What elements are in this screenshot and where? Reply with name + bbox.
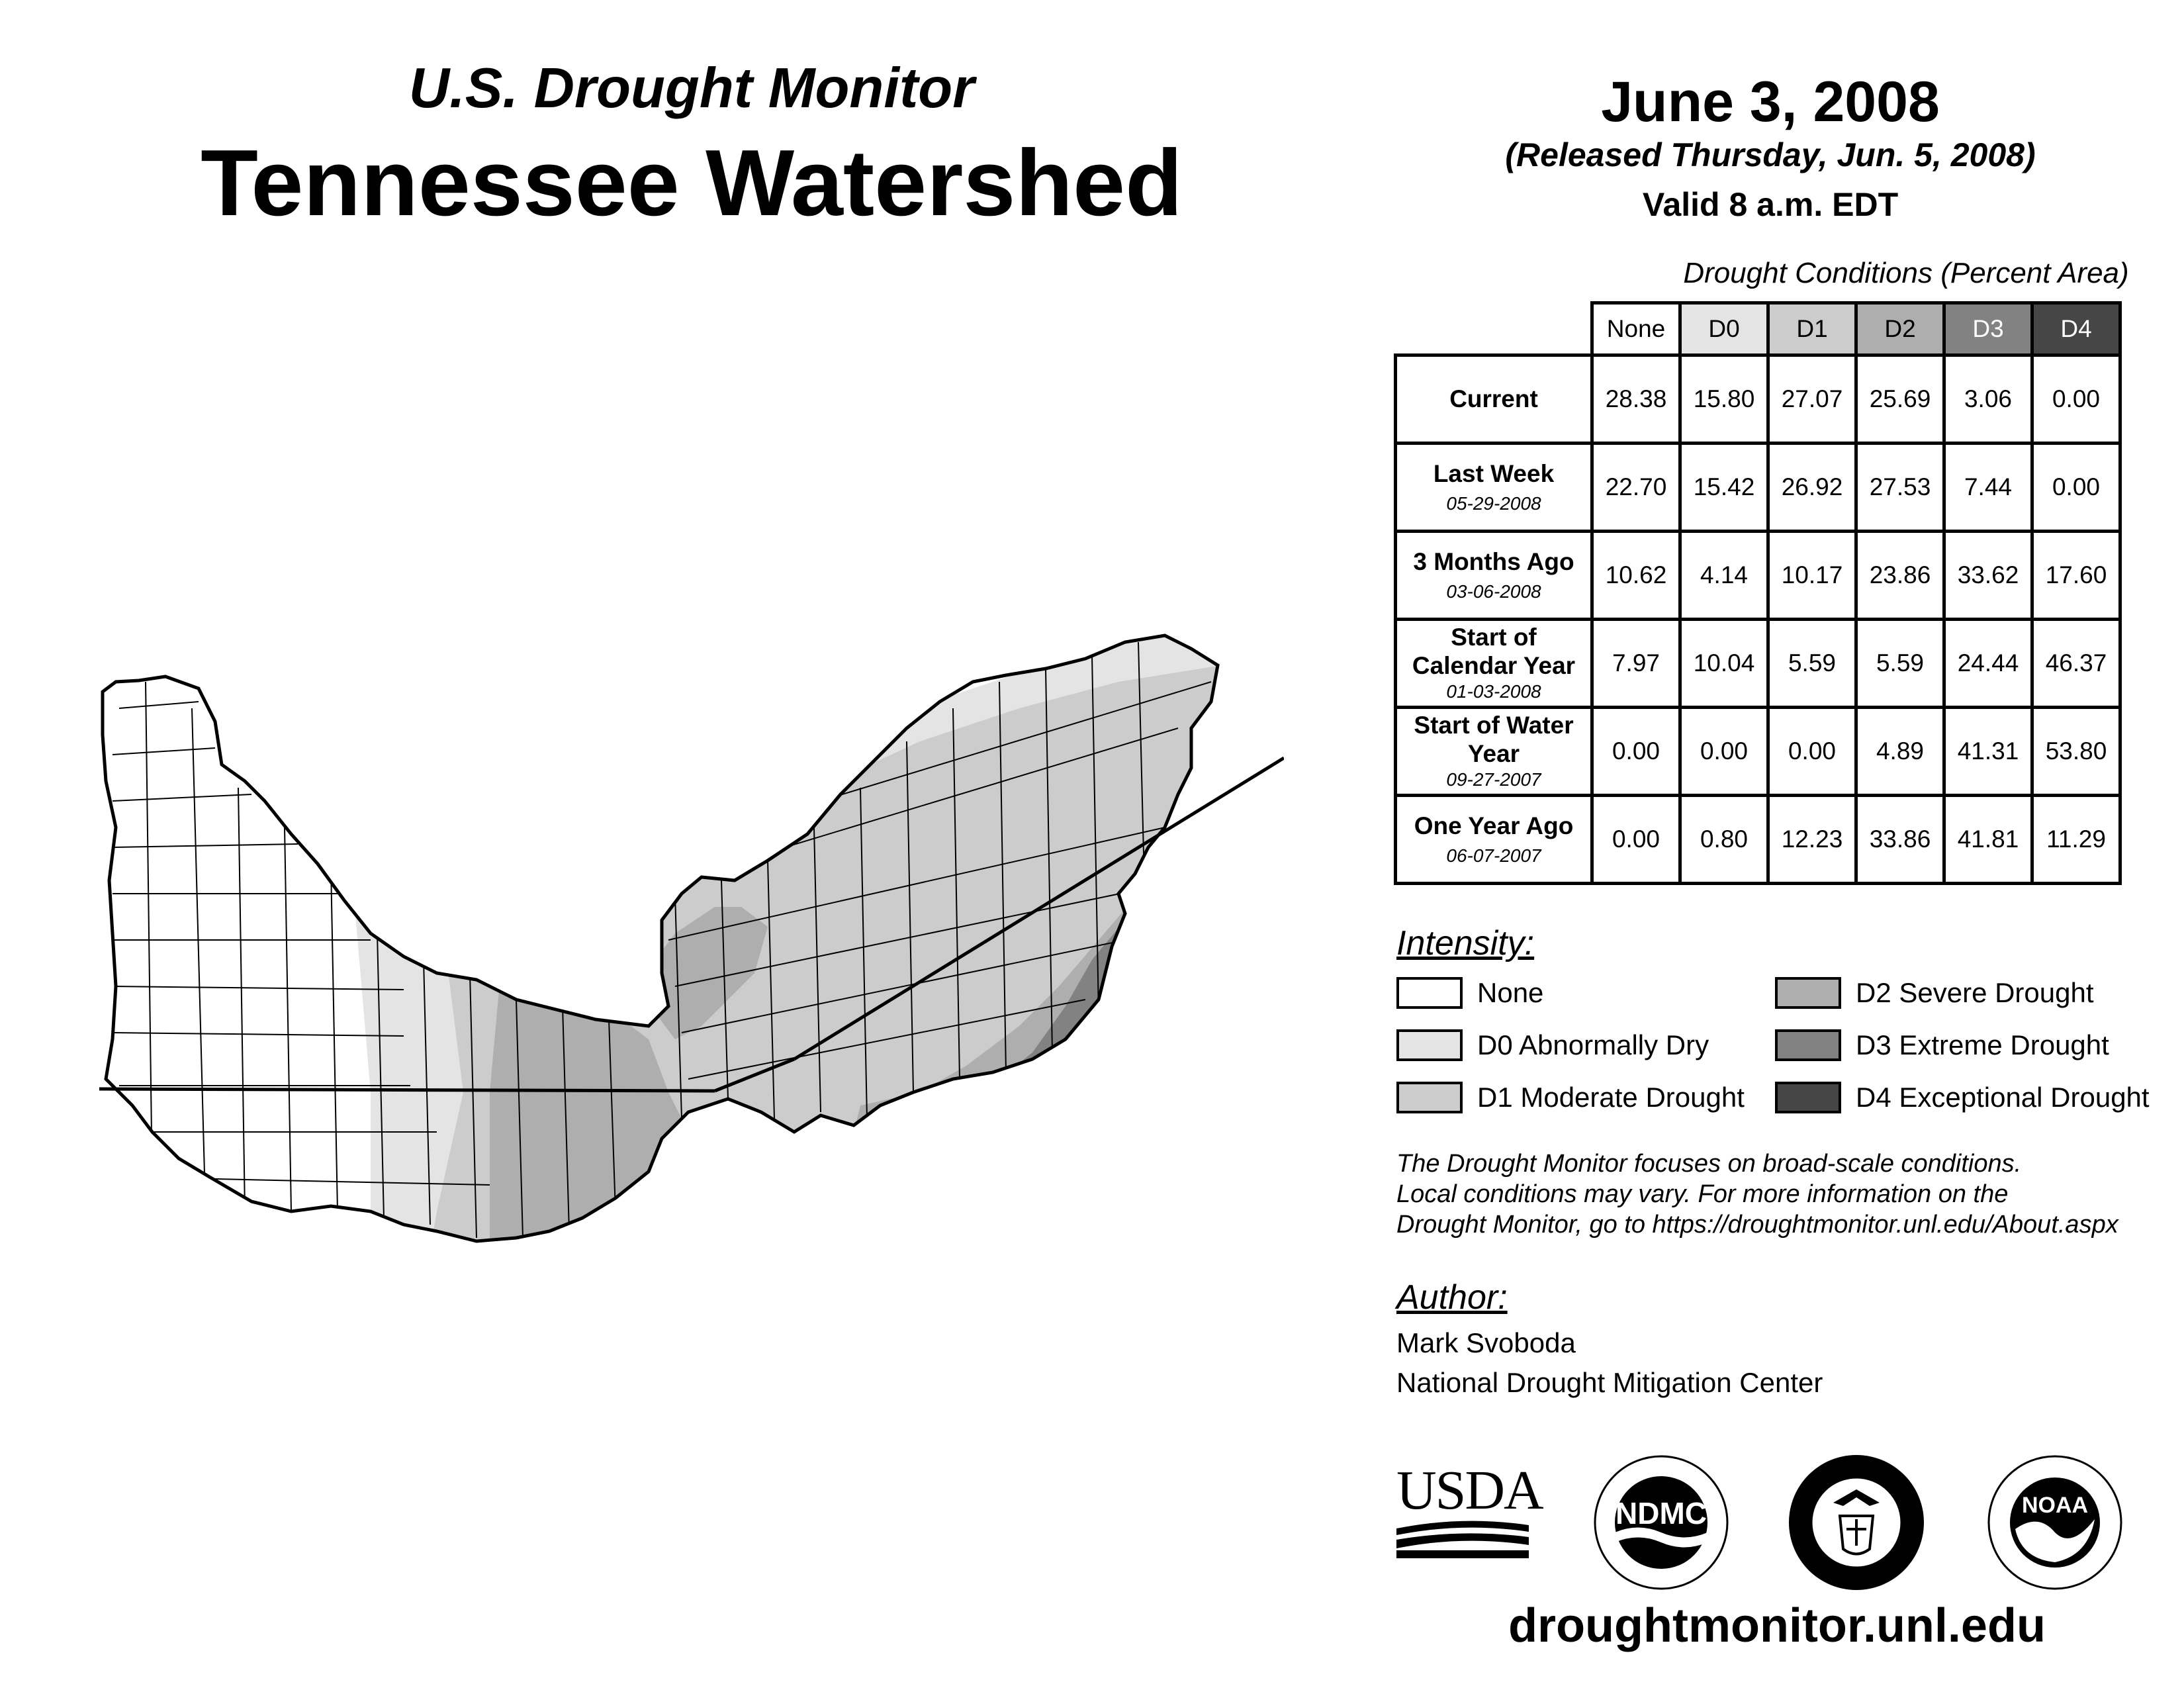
noaa-seal-icon: NOAA xyxy=(1987,1455,2122,1590)
cell-value: 33.86 xyxy=(1854,794,1946,885)
row-label: One Year Ago 06-07-2007 xyxy=(1394,794,1594,885)
row-date: 09-27-2007 xyxy=(1446,769,1541,790)
cell-value: 15.80 xyxy=(1678,353,1770,445)
footer-url[interactable]: droughtmonitor.unl.edu xyxy=(1508,1599,2046,1652)
cell-value: 0.00 xyxy=(1590,706,1682,797)
col-header: D0 xyxy=(1678,301,1770,357)
legend-item: D1 Moderate Drought xyxy=(1396,1082,1745,1113)
drought-conditions-table: None D0 D1 D2 D3 D4 Current 28.38 15.80 … xyxy=(1394,301,2122,885)
cell-value: 0.00 xyxy=(2030,442,2122,533)
legend-swatch xyxy=(1775,1029,1841,1061)
legend-item: D4 Exceptional Drought xyxy=(1775,1082,2150,1113)
cell-value: 7.44 xyxy=(1942,442,2034,533)
col-header: D3 xyxy=(1942,301,2034,357)
cell-value: 27.53 xyxy=(1854,442,1946,533)
cell-value: 53.80 xyxy=(2030,706,2122,797)
legend-swatch xyxy=(1396,977,1463,1009)
row-date: 06-07-2007 xyxy=(1446,845,1541,867)
row-label: Last Week 05-29-2008 xyxy=(1394,442,1594,533)
cell-value: 0.80 xyxy=(1678,794,1770,885)
row-date: 03-06-2008 xyxy=(1446,581,1541,602)
cell-value: 15.42 xyxy=(1678,442,1770,533)
legend-swatch xyxy=(1775,977,1841,1009)
legend-item: D3 Extreme Drought xyxy=(1775,1029,2109,1061)
author-heading: Author: xyxy=(1396,1278,1508,1317)
map-subtitle: U.S. Drought Monitor xyxy=(408,57,975,120)
row-date: 05-29-2008 xyxy=(1446,493,1541,514)
watershed-map xyxy=(99,633,1284,1243)
author-name: Mark Svoboda xyxy=(1396,1327,1576,1358)
table-row: One Year Ago 06-07-2007 0.00 0.80 12.23 3… xyxy=(1394,794,2122,885)
row-date: 01-03-2008 xyxy=(1446,681,1541,702)
row-label: 3 Months Ago 03-06-2008 xyxy=(1394,530,1594,621)
table-row: Current 28.38 15.80 27.07 25.69 3.06 0.0… xyxy=(1394,353,2122,445)
disclaimer-note: The Drought Monitor focuses on broad-sca… xyxy=(1396,1150,2118,1239)
legend-swatch xyxy=(1396,1082,1463,1113)
cell-value: 41.31 xyxy=(1942,706,2034,797)
cell-value: 0.00 xyxy=(1590,794,1682,885)
row-label: Start of Calendar Year 01-03-2008 xyxy=(1394,618,1594,709)
legend-swatch xyxy=(1775,1082,1841,1113)
cell-value: 26.92 xyxy=(1766,442,1858,533)
cell-value: 27.07 xyxy=(1766,353,1858,445)
cell-value: 5.59 xyxy=(1766,618,1858,709)
col-header: D2 xyxy=(1854,301,1946,357)
cell-value: 12.23 xyxy=(1766,794,1858,885)
cell-value: 7.97 xyxy=(1590,618,1682,709)
col-header: D4 xyxy=(2030,301,2122,357)
cell-value: 23.86 xyxy=(1854,530,1946,621)
table-row: Last Week 05-29-2008 22.70 15.42 26.92 27… xyxy=(1394,442,2122,533)
svg-text:NDMC: NDMC xyxy=(1615,1496,1707,1530)
cell-value: 4.14 xyxy=(1678,530,1770,621)
cell-value: 10.04 xyxy=(1678,618,1770,709)
map-date: June 3, 2008 xyxy=(1601,70,1940,134)
cell-value: 41.81 xyxy=(1942,794,2034,885)
release-date: (Released Thursday, Jun. 5, 2008) xyxy=(1505,136,2036,173)
map-title: Tennessee Watershed xyxy=(201,130,1183,236)
col-header: D1 xyxy=(1766,301,1858,357)
cell-value: 24.44 xyxy=(1942,618,2034,709)
usda-swoosh-icon xyxy=(1396,1521,1529,1558)
legend-item: D0 Abnormally Dry xyxy=(1396,1029,1709,1061)
cell-value: 0.00 xyxy=(1766,706,1858,797)
table-row: Start of Water Year 09-27-2007 0.00 0.00 … xyxy=(1394,706,2122,797)
commerce-seal-icon xyxy=(1789,1455,1924,1590)
ndmc-seal-icon: NDMC xyxy=(1594,1455,1729,1590)
legend-item: None xyxy=(1396,977,1543,1009)
table-row: 3 Months Ago 03-06-2008 10.62 4.14 10.17 … xyxy=(1394,530,2122,621)
cell-value: 0.00 xyxy=(1678,706,1770,797)
cell-value: 3.06 xyxy=(1942,353,2034,445)
cell-value: 22.70 xyxy=(1590,442,1682,533)
table-caption: Drought Conditions (Percent Area) xyxy=(1683,257,2129,289)
legend-heading: Intensity: xyxy=(1396,924,1535,962)
svg-text:NOAA: NOAA xyxy=(2022,1493,2088,1518)
author-org: National Drought Mitigation Center xyxy=(1396,1367,1823,1398)
cell-value: 5.59 xyxy=(1854,618,1946,709)
table-header-row: None D0 D1 D2 D3 D4 xyxy=(1396,301,2122,357)
usda-logo: USDA xyxy=(1396,1463,1544,1562)
col-header: None xyxy=(1590,301,1682,357)
cell-value: 25.69 xyxy=(1854,353,1946,445)
cell-value: 28.38 xyxy=(1590,353,1682,445)
cell-value: 10.62 xyxy=(1590,530,1682,621)
legend-item: D2 Severe Drought xyxy=(1775,977,2094,1009)
cell-value: 4.89 xyxy=(1854,706,1946,797)
cell-value: 11.29 xyxy=(2030,794,2122,885)
valid-time: Valid 8 a.m. EDT xyxy=(1642,186,1899,223)
row-label: Current xyxy=(1394,353,1594,445)
legend-swatch xyxy=(1396,1029,1463,1061)
cell-value: 46.37 xyxy=(2030,618,2122,709)
row-label: Start of Water Year 09-27-2007 xyxy=(1394,706,1594,797)
cell-value: 10.17 xyxy=(1766,530,1858,621)
table-row: Start of Calendar Year 01-03-2008 7.97 10… xyxy=(1394,618,2122,709)
cell-value: 17.60 xyxy=(2030,530,2122,621)
cell-value: 33.62 xyxy=(1942,530,2034,621)
cell-value: 0.00 xyxy=(2030,353,2122,445)
